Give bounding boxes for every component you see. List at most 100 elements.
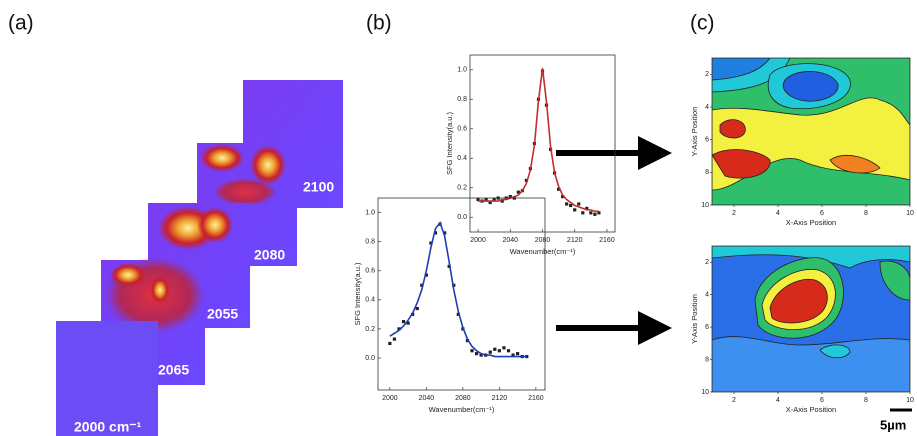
- hot-spot: [197, 207, 233, 243]
- x-tick-label: 2120: [567, 237, 583, 244]
- data-point: [392, 337, 397, 341]
- scale-bar-label: 5µm: [880, 417, 906, 432]
- x-tick-label: 6: [820, 397, 824, 404]
- y-tick-label: 2: [705, 259, 709, 266]
- data-point: [484, 197, 488, 202]
- x-tick-label: 10: [906, 210, 914, 217]
- data-point: [511, 353, 515, 357]
- data-point: [474, 352, 479, 356]
- data-point: [569, 203, 573, 208]
- data-point: [500, 199, 504, 203]
- y-tick-label: 6: [705, 324, 709, 331]
- x-tick-label: 2160: [528, 395, 544, 402]
- data-point: [415, 306, 419, 311]
- x-tick-label: 2: [732, 397, 736, 404]
- y-tick-label: 0.8: [365, 238, 375, 245]
- plot-frame: [377, 197, 546, 391]
- image-label: 2100: [303, 179, 334, 195]
- y-tick-label: 1.0: [365, 209, 375, 216]
- data-point: [593, 212, 597, 216]
- x-axis-label: X-Axis Position: [786, 218, 836, 227]
- x-tick-label: 10: [906, 397, 914, 404]
- x-tick-label: 8: [864, 397, 868, 404]
- image-label: 2080: [254, 247, 285, 263]
- data-point: [557, 187, 561, 191]
- y-tick-label: 8: [705, 169, 709, 176]
- y-tick-label: 10: [701, 389, 709, 396]
- x-tick-label: 2080: [455, 395, 471, 402]
- contour-map: [712, 246, 910, 392]
- x-tick-label: 2160: [599, 237, 615, 244]
- x-tick-label: 2040: [419, 395, 435, 402]
- y-tick-label: 0.6: [457, 126, 467, 133]
- y-tick-label: 10: [701, 202, 709, 209]
- data-point: [492, 197, 496, 202]
- data-point: [589, 211, 593, 215]
- data-point: [565, 202, 569, 206]
- fit-line: [478, 68, 599, 213]
- x-tick-label: 6: [820, 210, 824, 217]
- y-tick-label: 0.4: [365, 297, 375, 304]
- y-tick-label: 1.0: [457, 67, 467, 74]
- data-point: [581, 211, 585, 215]
- x-tick-label: 4: [776, 397, 780, 404]
- x-tick-label: 2: [732, 210, 736, 217]
- data-point: [516, 352, 520, 356]
- data-point: [488, 350, 492, 354]
- data-point: [508, 195, 512, 199]
- y-tick-label: 8: [705, 356, 709, 363]
- y-tick-label: 0.8: [457, 96, 467, 103]
- x-tick-label: 2000: [382, 395, 398, 402]
- y-axis-label: Y-Axis Position: [690, 294, 699, 344]
- data-point: [433, 231, 438, 235]
- panel-label: (b): [366, 12, 392, 35]
- hot-spot: [200, 144, 244, 172]
- y-tick-label: 0.2: [457, 185, 467, 192]
- y-tick-label: 2: [705, 71, 709, 78]
- data-point: [597, 211, 601, 215]
- y-tick-label: 4: [705, 104, 709, 111]
- hot-spot: [213, 178, 277, 206]
- data-point: [573, 208, 577, 212]
- data-point: [577, 202, 581, 206]
- data-point: [516, 190, 520, 194]
- y-tick-label: 0.2: [365, 326, 375, 333]
- arrow: [556, 136, 672, 170]
- hot-spot: [250, 145, 286, 185]
- data-point: [406, 321, 410, 325]
- data-point: [585, 206, 589, 210]
- data-point: [397, 327, 401, 331]
- data-point: [424, 273, 428, 277]
- x-axis-label: X-Axis Position: [786, 405, 836, 414]
- y-tick-label: 4: [705, 292, 709, 299]
- data-point: [488, 200, 492, 205]
- data-point: [497, 349, 501, 353]
- x-tick-label: 2080: [535, 237, 551, 244]
- x-axis-label: Wavenumber(cm⁻¹): [429, 405, 495, 414]
- x-axis-label: Wavenumber(cm⁻¹): [510, 247, 576, 256]
- y-tick-label: 0.4: [457, 155, 467, 162]
- data-point: [429, 241, 433, 245]
- data-point: [388, 341, 392, 346]
- data-point: [401, 320, 406, 324]
- x-tick-label: 2120: [492, 395, 508, 402]
- data-point: [561, 195, 565, 199]
- image-stack: 2100 2080 2055 2065 2000 cm⁻¹: [56, 80, 343, 436]
- panel-label: (a): [8, 12, 34, 35]
- data-point: [506, 349, 511, 353]
- hot-spot: [110, 263, 146, 287]
- y-axis-label: Y-Axis Position: [690, 107, 699, 157]
- x-tick-label: 8: [864, 210, 868, 217]
- data-point: [443, 231, 447, 235]
- image-label: 2000 cm⁻¹: [74, 419, 142, 435]
- y-axis-label: SFG Intensity(a.u.): [445, 112, 454, 175]
- data-point: [524, 178, 528, 182]
- map-frame: [711, 245, 911, 393]
- data-point: [476, 197, 480, 202]
- y-tick-label: 0.0: [365, 355, 375, 362]
- y-tick-label: 6: [705, 137, 709, 144]
- data-point: [493, 347, 497, 351]
- y-axis-label: SFG Intensity(a.u.): [353, 262, 362, 325]
- arrow: [556, 311, 672, 345]
